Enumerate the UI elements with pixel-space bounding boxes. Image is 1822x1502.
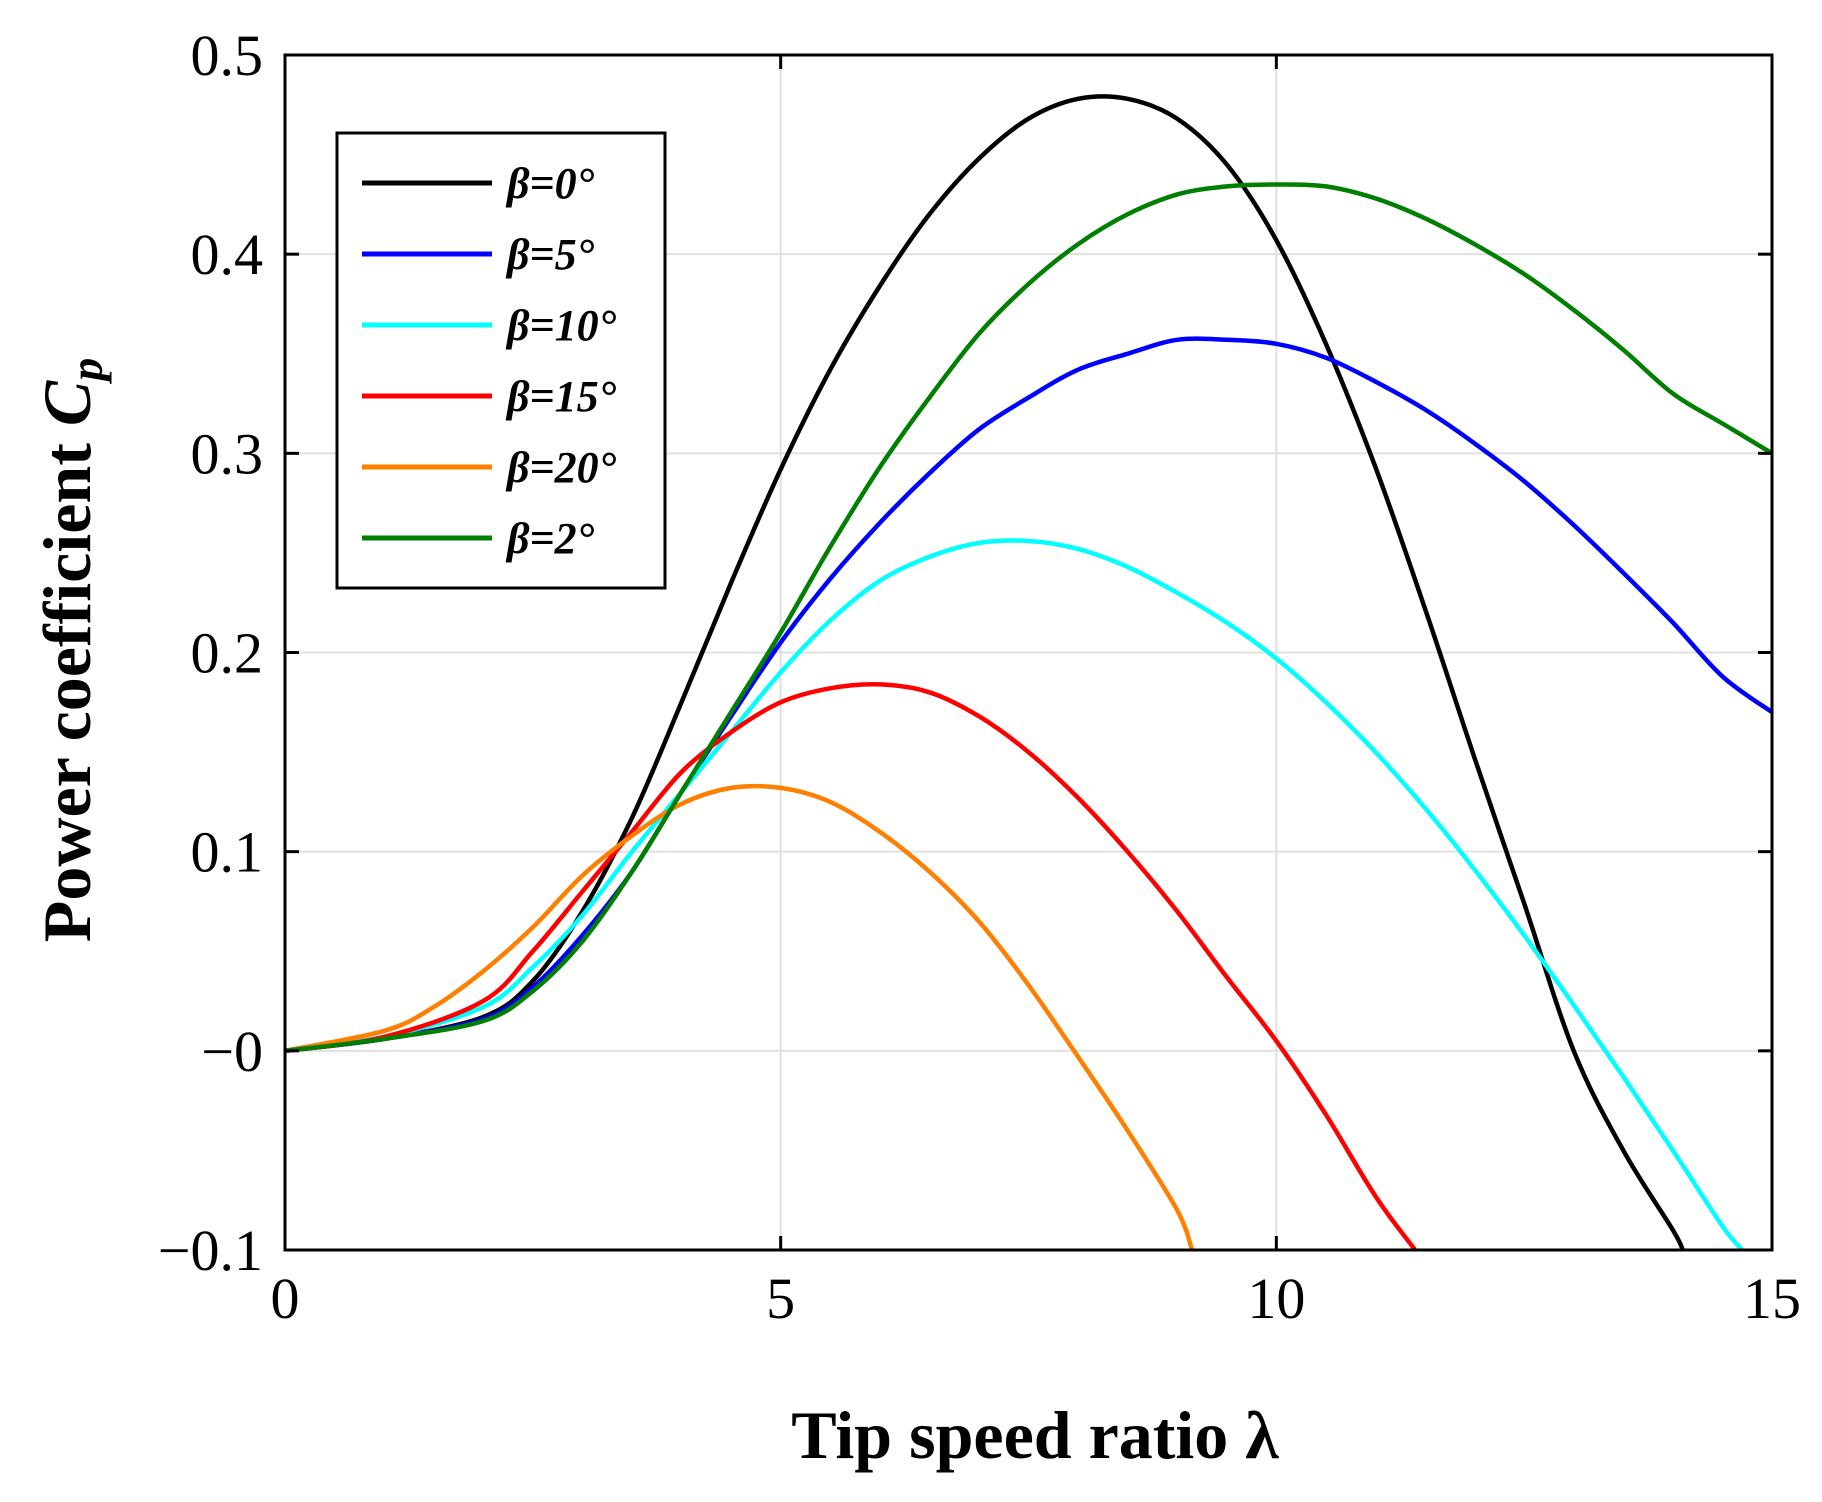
y-tick-label: 0.2 <box>191 621 264 686</box>
series-lines <box>285 94 1772 1250</box>
y-tick-label: 0.5 <box>191 23 264 88</box>
axes <box>283 53 1774 1252</box>
y-tick-label: −0 <box>201 1019 263 1084</box>
series-line-4 <box>285 783 1195 1250</box>
legend-label: β=0° <box>505 159 595 208</box>
y-tick-label: 0.3 <box>191 421 264 486</box>
legend: β=0° β=5° β=10° β=15° β=20° β=2° <box>335 131 667 590</box>
tick-labels: 0 5 10 15 −0.1 −0 0.1 0.2 0.3 0.4 0.5 <box>158 23 1801 1331</box>
y-axis-title: Power coefficient Cp <box>29 358 112 942</box>
x-tick-label: 0 <box>271 1266 300 1331</box>
y-axis-title-main: Power coefficient <box>29 426 105 942</box>
y-tick-label: −0.1 <box>158 1218 263 1283</box>
legend-label: β=5° <box>505 230 595 279</box>
y-tick-label: 0.1 <box>191 820 264 885</box>
legend-label: β=15° <box>505 372 617 421</box>
legend-label: β=10° <box>505 301 617 350</box>
legend-label: β=20° <box>505 443 617 492</box>
series-line-5 <box>285 182 1772 1054</box>
series-line-3 <box>285 681 1418 1250</box>
x-tick-label: 5 <box>766 1266 795 1331</box>
legend-label: β=2° <box>505 514 595 563</box>
y-axis-title-symbol: C <box>29 380 105 426</box>
y-axis-title-subscript: p <box>61 358 112 385</box>
series-line-1 <box>285 336 1772 1054</box>
y-tick-label: 0.4 <box>191 222 264 287</box>
x-tick-label: 15 <box>1743 1266 1801 1331</box>
series-line-2 <box>285 538 1745 1250</box>
x-tick-label: 10 <box>1247 1266 1305 1331</box>
legend-box <box>335 131 667 590</box>
x-axis-title: Tip speed ratio λ <box>791 1397 1279 1473</box>
